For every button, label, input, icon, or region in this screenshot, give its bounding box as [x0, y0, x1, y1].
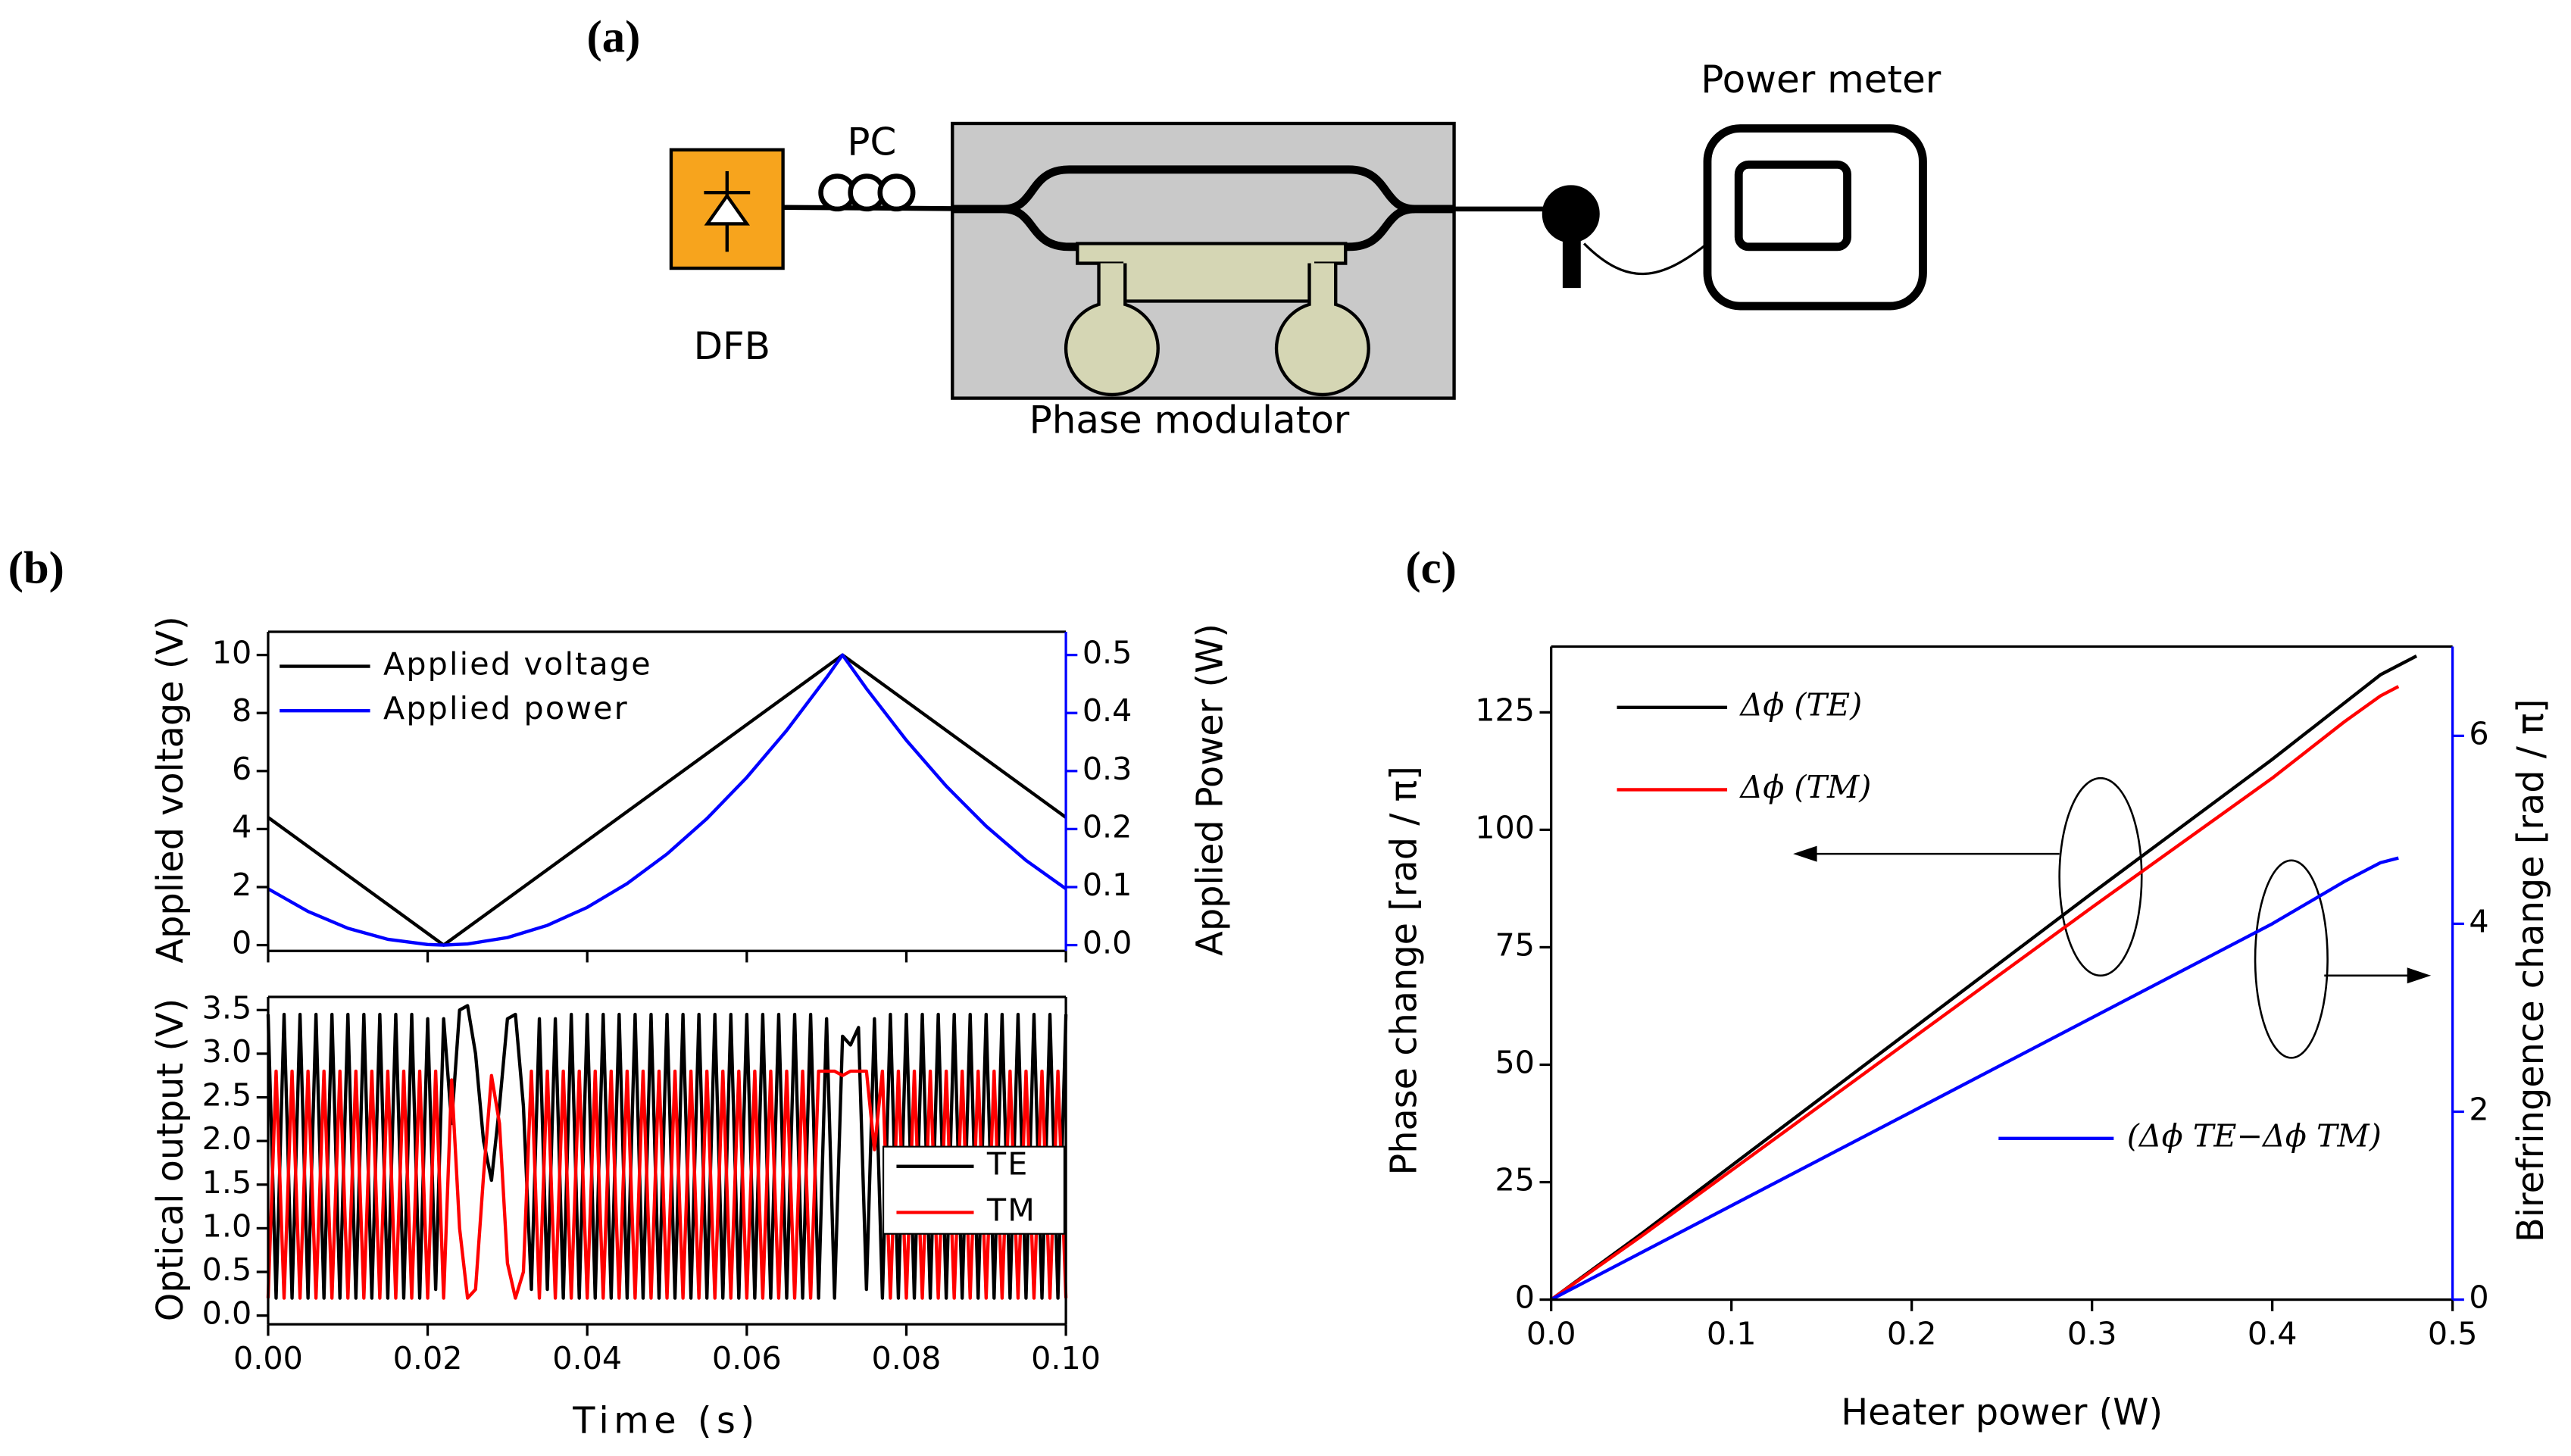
- y-tick-label: 6: [232, 751, 251, 787]
- y2-tick-label: 0.4: [1082, 692, 1132, 729]
- electrode-pad: [1274, 263, 1370, 397]
- photodetector-stem: [1562, 230, 1581, 289]
- dfb-label: DFB: [694, 324, 770, 368]
- y-tick-label: 0.5: [202, 1251, 252, 1288]
- x-tick-label: 0.02: [393, 1340, 463, 1376]
- x-axis-label: Heater power (W): [1841, 1392, 2163, 1434]
- y2-tick-label: 0.1: [1082, 867, 1132, 903]
- y2-tick-label: 6: [2469, 715, 2488, 751]
- y2-tick-label: 0.3: [1082, 751, 1132, 787]
- panel-label: (a): [587, 11, 641, 62]
- x-axis-label: Time (s): [572, 1400, 759, 1442]
- legend-label: TE: [986, 1146, 1029, 1183]
- y-axis-label: Optical output (V): [150, 998, 192, 1322]
- y-tick-label: 4: [232, 808, 251, 845]
- legend-label: (Δϕ TE−Δϕ TM): [2127, 1117, 2382, 1154]
- x-tick-label: 0.08: [872, 1340, 942, 1376]
- series-line: [1550, 654, 2418, 1301]
- y-tick-label: 3.0: [202, 1033, 252, 1070]
- panel-label: (c): [1405, 543, 1456, 594]
- x-tick-label: 0.00: [233, 1340, 303, 1376]
- power-meter-screen: [1734, 160, 1851, 252]
- y-tick-label: 2: [232, 867, 251, 903]
- x-tick-label: 0.2: [1887, 1315, 1937, 1351]
- x-tick-label: 0.0: [1526, 1315, 1576, 1351]
- series-line: [267, 653, 1067, 947]
- y-tick-label: 100: [1475, 809, 1535, 845]
- y2-tick-label: 0: [2469, 1279, 2488, 1316]
- x-tick-label: 0.10: [1031, 1340, 1101, 1376]
- legend-label: TM: [986, 1192, 1036, 1228]
- arrowhead: [2407, 967, 2432, 984]
- y-tick-label: 10: [212, 635, 252, 671]
- y2-tick-label: 2: [2469, 1092, 2488, 1128]
- pc-label: PC: [847, 120, 896, 164]
- cable: [1582, 242, 1708, 276]
- y-tick-label: 2.0: [202, 1120, 252, 1157]
- y-tick-label: 0: [232, 925, 251, 961]
- x-tick-label: 0.3: [2067, 1315, 2117, 1351]
- annotation-ellipse: [2058, 776, 2143, 977]
- y-tick-label: 8: [232, 692, 251, 729]
- legend-box: [882, 1145, 1066, 1235]
- x-tick-label: 0.5: [2428, 1315, 2478, 1351]
- setup-diagram: (a) PC DFB Phase modulator Power meter: [587, 11, 1942, 442]
- y-axis-label: Phase change [rad / π]: [1384, 766, 1426, 1176]
- y-tick-label: 25: [1495, 1162, 1535, 1198]
- x-tick-label: 0.06: [712, 1340, 782, 1376]
- series-line: [1550, 685, 2400, 1301]
- y2-tick-label: 0.0: [1082, 925, 1132, 961]
- y-tick-label: 3.5: [202, 989, 252, 1026]
- arrowhead: [1793, 845, 1817, 862]
- y-tick-label: 2.5: [202, 1077, 252, 1114]
- y-tick-label: 1.0: [202, 1208, 252, 1244]
- y-tick-label: 50: [1495, 1044, 1535, 1080]
- y-tick-label: 0: [1515, 1279, 1535, 1316]
- y-tick-label: 125: [1475, 692, 1535, 728]
- y-tick-label: 75: [1495, 926, 1535, 963]
- y-tick-label: 1.5: [202, 1164, 252, 1201]
- y-tick-label: 0.0: [202, 1295, 252, 1332]
- y2-axis-label: Applied Power (W): [1189, 623, 1231, 956]
- y2-tick-label: 0.5: [1082, 635, 1132, 671]
- pc-loop: [877, 173, 916, 212]
- waveguide: [952, 165, 1454, 214]
- modulator-label: Phase modulator: [1029, 398, 1350, 442]
- series-line: [1550, 856, 2399, 1301]
- legend-label: Δϕ (TE): [1738, 686, 1862, 723]
- x-tick-label: 0.1: [1707, 1315, 1757, 1351]
- y2-axis-label: Birefringence change [rad / π]: [2510, 699, 2552, 1243]
- legend-label: Applied power: [383, 690, 629, 726]
- diode-symbol: [704, 170, 751, 252]
- y-axis-label: Applied voltage (V): [150, 616, 192, 963]
- y2-tick-label: 4: [2469, 903, 2488, 939]
- legend-label: Δϕ (TM): [1738, 769, 1871, 805]
- y2-tick-label: 0.2: [1082, 808, 1132, 845]
- legend-label: Applied voltage: [383, 646, 652, 683]
- axis-annotations: [1793, 776, 2432, 1059]
- series-line: [267, 653, 1067, 947]
- meter-label: Power meter: [1701, 58, 1942, 102]
- x-tick-label: 0.4: [2248, 1315, 2298, 1351]
- electrode-pad: [1064, 263, 1160, 397]
- annotation-ellipse: [2254, 859, 2329, 1059]
- panel-label: (b): [8, 543, 64, 594]
- x-tick-label: 0.04: [552, 1340, 622, 1376]
